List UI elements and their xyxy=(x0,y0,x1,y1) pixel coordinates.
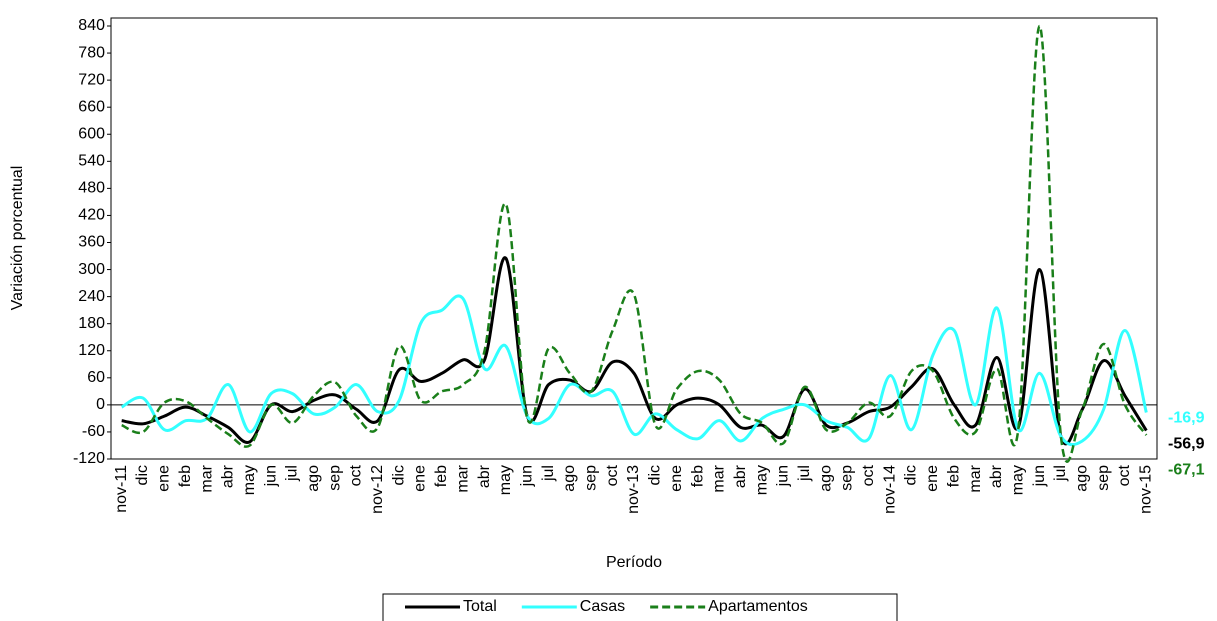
x-tick-label: ago xyxy=(1074,465,1091,492)
x-tick-label: mar xyxy=(198,464,215,492)
x-tick-label: feb xyxy=(433,465,450,487)
x-tick-label: jul xyxy=(540,465,557,482)
x-tick-label: jul xyxy=(796,465,813,482)
y-tick-label: 720 xyxy=(78,71,105,88)
x-tick-label: ene xyxy=(668,465,685,492)
x-tick-label: nov-11 xyxy=(113,465,130,513)
x-tick-label: dic xyxy=(903,465,920,485)
y-tick-label: 360 xyxy=(78,234,105,251)
x-tick-label: oct xyxy=(604,464,621,486)
y-tick-label: 180 xyxy=(78,315,105,332)
y-tick-label: 600 xyxy=(78,125,105,142)
legend-box xyxy=(382,593,898,621)
y-tick-label: -120 xyxy=(73,450,105,467)
x-tick-label: feb xyxy=(945,465,962,487)
x-tick-label: nov-15 xyxy=(1138,465,1155,514)
x-tick-label: ene xyxy=(924,465,941,492)
x-tick-label: sep xyxy=(839,465,856,491)
x-tick-label: sep xyxy=(583,465,600,491)
x-tick-label: jun xyxy=(1031,465,1048,487)
x-tick-label: nov-14 xyxy=(881,465,898,514)
y-tick-label: 60 xyxy=(87,369,105,386)
x-tick-label: sep xyxy=(326,465,343,491)
series-line xyxy=(120,294,1148,447)
x-tick-label: may xyxy=(1009,465,1026,495)
legend-label: Apartamentos xyxy=(708,598,808,615)
x-tick-label: mar xyxy=(711,464,728,492)
y-tick-label: 840 xyxy=(78,17,105,34)
x-tick-label: abr xyxy=(220,464,237,488)
y-tick-label: 420 xyxy=(78,207,105,224)
y-tick-label: 780 xyxy=(78,44,105,61)
y-tick-label: 660 xyxy=(78,98,105,115)
x-tick-label: jun xyxy=(262,465,279,487)
x-tick-label: dic xyxy=(647,465,664,485)
y-tick-label: 240 xyxy=(78,288,105,305)
x-tick-label: ene xyxy=(156,465,173,492)
x-tick-label: jun xyxy=(775,465,792,487)
x-tick-label: oct xyxy=(1116,464,1133,486)
end-value-label: -67,1 xyxy=(1168,462,1205,479)
x-tick-label: abr xyxy=(476,464,493,488)
y-tick-label: 120 xyxy=(78,342,105,359)
legend-label: Total xyxy=(463,598,497,615)
x-tick-label: jun xyxy=(518,465,535,487)
series-line xyxy=(121,256,1148,446)
y-tick-label: 480 xyxy=(78,180,105,197)
legend-label: Casas xyxy=(580,598,625,615)
y-tick-label: 540 xyxy=(78,153,105,170)
x-tick-label: abr xyxy=(732,464,749,488)
x-tick-label: mar xyxy=(967,464,984,492)
x-tick-label: ago xyxy=(305,465,322,492)
x-tick-label: jul xyxy=(284,465,301,482)
y-tick-label: 0 xyxy=(96,396,105,413)
y-tick-label: -60 xyxy=(82,423,105,440)
x-tick-label: oct xyxy=(348,464,365,486)
x-axis-title: Período xyxy=(606,554,662,571)
x-tick-label: nov-12 xyxy=(369,465,386,514)
y-tick-label: 300 xyxy=(78,261,105,278)
x-tick-label: mar xyxy=(454,464,471,492)
x-tick-label: dic xyxy=(134,465,151,485)
x-tick-label: may xyxy=(753,465,770,495)
x-tick-label: sep xyxy=(1095,465,1112,491)
x-tick-label: ago xyxy=(817,465,834,492)
series-line xyxy=(121,24,1148,463)
x-tick-label: feb xyxy=(689,465,706,487)
x-tick-label: abr xyxy=(988,464,1005,488)
x-tick-label: may xyxy=(497,465,514,495)
x-tick-label: ago xyxy=(561,465,578,492)
y-axis-title: Variación porcentual xyxy=(9,166,26,311)
end-value-label: -56,9 xyxy=(1168,436,1205,453)
x-tick-label: nov-13 xyxy=(625,465,642,514)
x-tick-label: oct xyxy=(860,464,877,486)
x-tick-label: ene xyxy=(412,465,429,492)
plot-frame xyxy=(110,17,1158,460)
x-tick-label: feb xyxy=(177,465,194,487)
x-tick-label: jul xyxy=(1052,465,1069,482)
x-tick-label: dic xyxy=(390,465,407,485)
x-tick-label: may xyxy=(241,465,258,495)
end-value-label: -16,9 xyxy=(1168,410,1205,427)
